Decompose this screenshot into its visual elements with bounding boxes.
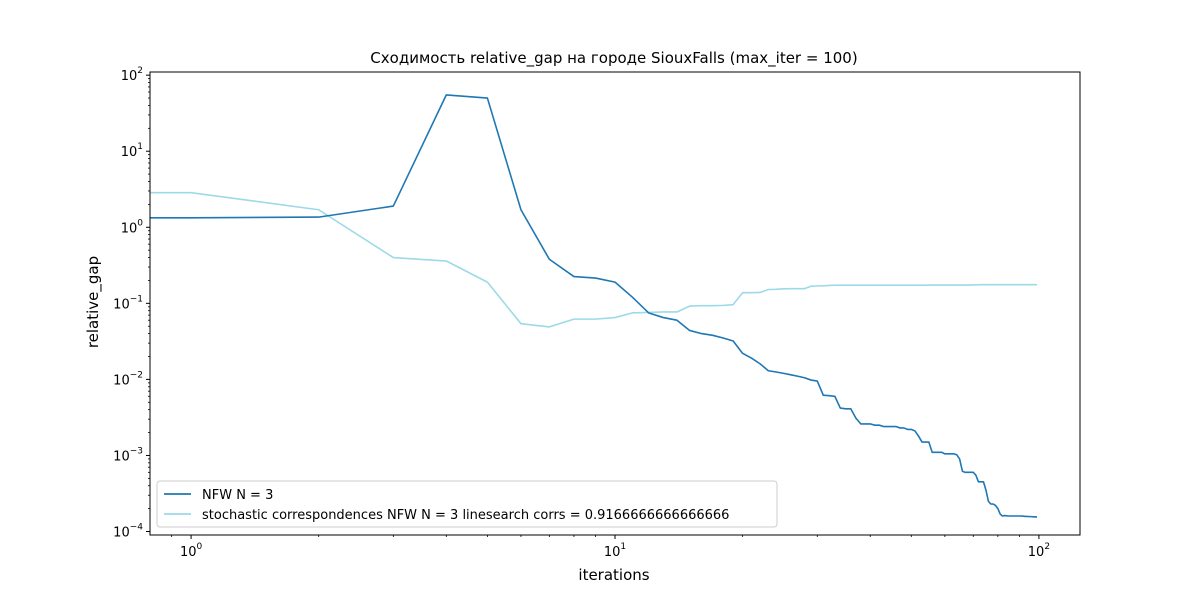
x-tick-label: 101 bbox=[604, 542, 626, 560]
minor-ticks bbox=[148, 78, 1020, 537]
series-line-1 bbox=[150, 94, 1038, 518]
y-tick-label: 10−4 bbox=[113, 523, 143, 541]
x-tick-label: 100 bbox=[180, 542, 203, 560]
plot-area: 10−4 10−3 10−2 10−1 100 101 102 100 101 102 bbox=[113, 66, 1081, 560]
legend-label-1: NFW N = 3 bbox=[202, 488, 273, 503]
y-tick-label: 10−2 bbox=[113, 370, 143, 388]
y-tick-label: 101 bbox=[121, 142, 143, 160]
y-axis-label: relative_gap bbox=[84, 256, 103, 348]
series-lines bbox=[150, 94, 1038, 518]
series-line-2 bbox=[150, 191, 1038, 328]
legend-label-2: stochastic correspondences NFW N = 3 lin… bbox=[202, 508, 729, 523]
y-tick-label: 10−3 bbox=[113, 446, 143, 464]
major-ticks: 10−4 10−3 10−2 10−1 100 101 102 100 101 102 bbox=[113, 66, 1050, 560]
y-tick-label: 100 bbox=[121, 218, 144, 236]
legend: NFW N = 3 stochastic correspondences NFW … bbox=[156, 480, 778, 528]
x-tick-label: 102 bbox=[1028, 542, 1050, 560]
chart-title: Сходимость relative_gap на городе SiouxF… bbox=[370, 49, 857, 68]
x-axis-label: iterations bbox=[578, 566, 649, 584]
y-tick-label: 10−1 bbox=[113, 294, 143, 312]
y-tick-label: 102 bbox=[121, 66, 143, 84]
legend-box bbox=[156, 480, 778, 528]
